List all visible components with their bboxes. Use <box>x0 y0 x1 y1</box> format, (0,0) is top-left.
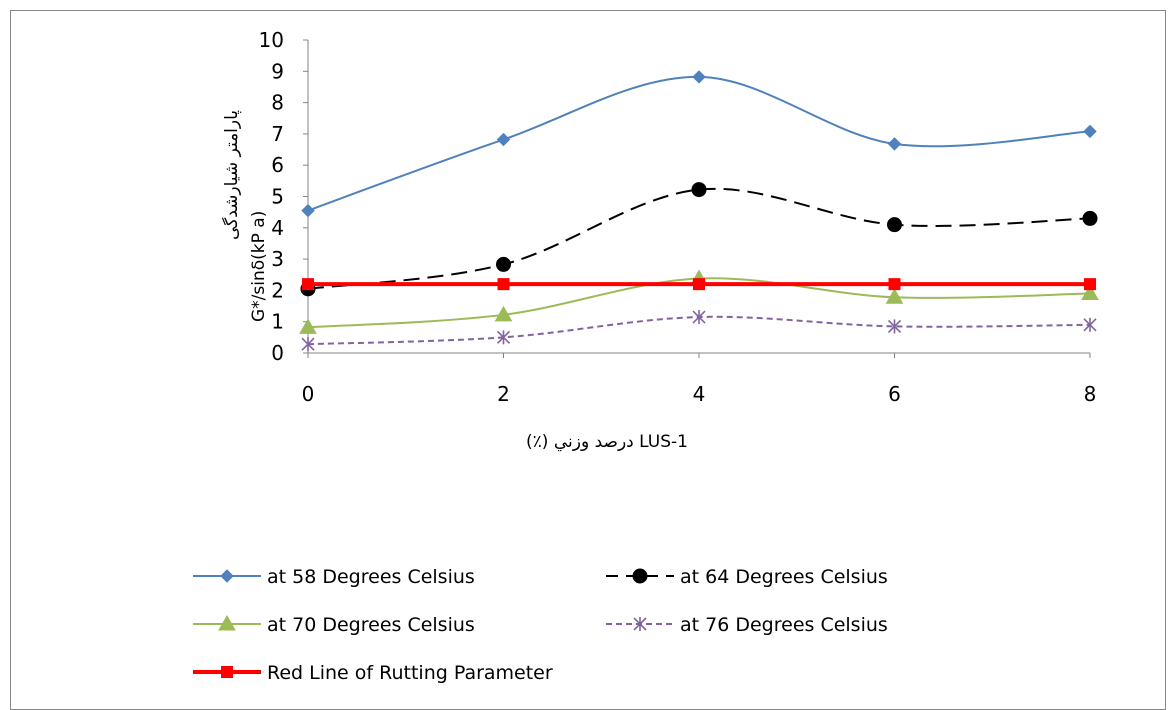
x-tick-label: 6 <box>888 382 901 406</box>
series-2-point <box>691 182 707 198</box>
legend-marker <box>220 569 234 583</box>
series-3-point <box>299 318 317 334</box>
series-4-point <box>496 330 511 345</box>
x-tick-label: 2 <box>497 382 510 406</box>
series-layer <box>299 70 1099 352</box>
series-3-point <box>494 305 513 322</box>
series-1-point <box>301 203 315 218</box>
y-axis-title-latin: G*/sinδ(kP a) <box>249 211 269 322</box>
series-5-point <box>302 278 314 291</box>
series-3-point <box>1081 284 1099 301</box>
y-tick-label: 10 <box>259 28 284 52</box>
y-tick-label: 3 <box>271 247 284 271</box>
y-tick-label: 4 <box>271 216 284 240</box>
y-tick-label: 6 <box>271 153 284 177</box>
y-tick-label: 5 <box>271 185 284 209</box>
series-5-point <box>497 278 510 291</box>
series-1-point <box>496 132 511 147</box>
legend: at 58 Degrees Celsius at 64 Degrees Celsi… <box>193 566 888 684</box>
y-axis-ticks: 0 1 2 3 4 5 6 7 8 9 10 <box>259 28 308 365</box>
chart-frame <box>10 10 1166 710</box>
series-4 <box>301 310 1097 352</box>
x-tick-label: 8 <box>1084 382 1097 406</box>
series-1-point <box>887 137 902 151</box>
series-4-point <box>692 310 706 325</box>
legend-marker <box>221 666 233 678</box>
series-5-point <box>1084 278 1096 291</box>
series-2 <box>300 182 1098 297</box>
x-axis-ticks: 0 2 4 6 8 <box>302 353 1097 406</box>
y-axis-title-persian: پارامتر شيارشدگی <box>221 110 242 240</box>
series-4-point <box>887 319 902 334</box>
legend-item: at 70 Degrees Celsius <box>193 614 475 636</box>
legend-label: at 70 Degrees Celsius <box>267 614 475 636</box>
y-tick-label: 7 <box>271 122 284 146</box>
series-4-point <box>1083 317 1097 332</box>
series-1-point <box>1083 124 1097 139</box>
series-2-point <box>887 217 902 233</box>
series-5-point <box>693 278 705 291</box>
legend-item: Red Line of Rutting Parameter <box>193 662 553 684</box>
series-5 <box>302 278 1096 291</box>
series-1-point <box>692 70 706 84</box>
legend-label: Red Line of Rutting Parameter <box>267 662 553 684</box>
legend-label: at 58 Degrees Celsius <box>267 566 475 588</box>
series-2-point <box>496 256 511 272</box>
legend-item: at 76 Degrees Celsius <box>606 614 888 636</box>
series-3-point <box>885 288 904 304</box>
y-tick-label: 8 <box>271 91 284 115</box>
x-axis-title: (٪) درصد وزني LUS-1 <box>526 432 688 452</box>
series-5-point <box>888 278 901 291</box>
y-tick-label: 9 <box>271 59 284 83</box>
series-2-point <box>1082 210 1098 226</box>
legend-marker <box>632 568 648 584</box>
legend-marker <box>218 614 236 631</box>
y-tick-label: 2 <box>271 278 284 302</box>
series-1 <box>301 70 1097 218</box>
series-4-point <box>301 337 315 352</box>
y-tick-label: 1 <box>271 310 284 334</box>
legend-item: at 64 Degrees Celsius <box>606 566 888 588</box>
legend-marker <box>633 617 647 631</box>
legend-label: at 76 Degrees Celsius <box>680 614 888 636</box>
series-line-2 <box>307 187 1091 290</box>
x-tick-label: 0 <box>302 382 315 406</box>
y-tick-label: 0 <box>271 341 284 365</box>
x-tick-label: 4 <box>693 382 706 406</box>
legend-item: at 58 Degrees Celsius <box>193 566 475 588</box>
legend-label: at 64 Degrees Celsius <box>680 566 888 588</box>
